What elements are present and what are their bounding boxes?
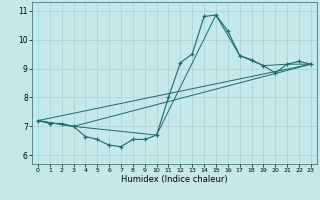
X-axis label: Humidex (Indice chaleur): Humidex (Indice chaleur) bbox=[121, 175, 228, 184]
